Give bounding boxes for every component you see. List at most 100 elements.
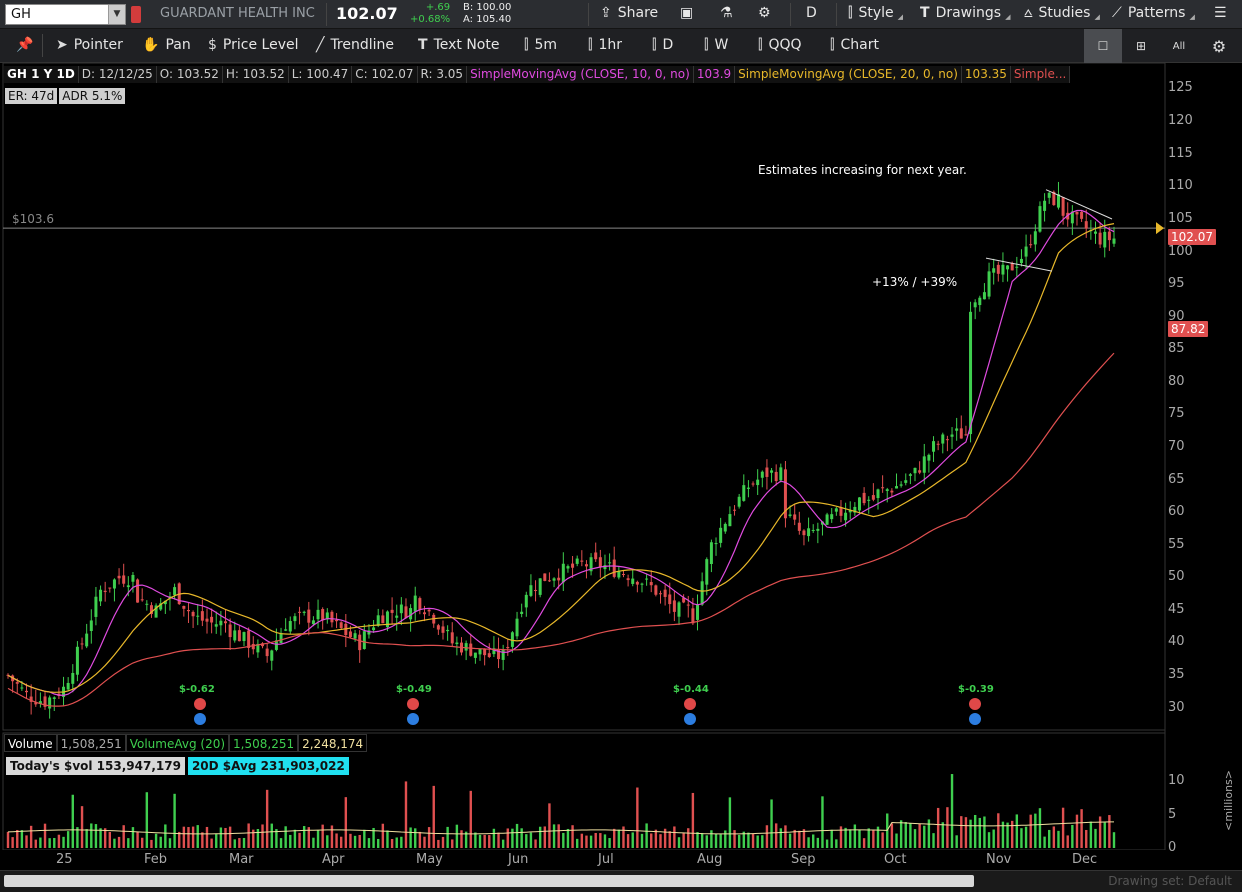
volume-bar <box>358 834 361 848</box>
candle-body <box>756 479 760 486</box>
symbol-input[interactable]: GH ▼ <box>5 4 126 25</box>
candle-body <box>381 615 385 624</box>
volume-bar <box>580 833 584 848</box>
candle-body <box>1029 244 1033 246</box>
candle-body <box>330 611 334 623</box>
pointer-tool[interactable]: ➤ Pointer <box>56 37 123 53</box>
flask-button[interactable]: ⚗ <box>720 5 733 21</box>
earnings-event-icon[interactable] <box>969 698 981 710</box>
candle-body <box>99 589 103 602</box>
price-tick-label: 35 <box>1168 667 1185 682</box>
price-tick-label: 30 <box>1168 700 1185 715</box>
trendline-tool[interactable]: ╱ Trendline <box>316 37 395 53</box>
price-tick-label: 90 <box>1168 309 1185 324</box>
candle-body <box>881 487 885 489</box>
volume-avg-line <box>7 821 1114 835</box>
volume-bar <box>1015 814 1019 848</box>
volume-bar <box>613 828 616 848</box>
drawings-button[interactable]: T Drawings ◢ <box>920 5 1011 21</box>
gear-icon: ⚙ <box>758 5 771 21</box>
pin-button[interactable]: 📌 <box>16 37 33 53</box>
text-note-tool[interactable]: T Text Note <box>418 37 500 53</box>
all-layout-button[interactable]: All <box>1172 40 1186 52</box>
earnings-event-icon[interactable] <box>684 698 696 710</box>
grid-layout-button[interactable]: ⊞ <box>1122 29 1160 63</box>
avg-dollar-volume: 20D $Avg 231,903,022 <box>187 757 349 775</box>
company-name: GUARDANT HEALTH INC <box>160 6 315 21</box>
sma20-value: 103.35 <box>961 66 1011 83</box>
volume-bar <box>178 831 181 848</box>
chart-settings-button[interactable]: ⚙ <box>1200 29 1238 63</box>
text-icon: T <box>418 37 428 53</box>
dividend-event-icon[interactable] <box>194 713 206 725</box>
candle-body <box>816 528 820 531</box>
time-scrollbar[interactable] <box>4 875 974 887</box>
time-tick-label: 25 <box>56 852 73 867</box>
trendline-drawing <box>1045 189 1113 220</box>
dividend-event-icon[interactable] <box>684 713 696 725</box>
volume-bar <box>867 828 870 848</box>
candle-body <box>200 611 204 621</box>
volume-bar <box>747 832 750 848</box>
share-button[interactable]: ⇪ Share <box>600 5 659 21</box>
candle-body <box>367 630 371 635</box>
preset-d[interactable]: ⫿ D <box>652 37 674 53</box>
text-note-growth[interactable]: +13% / +39% <box>872 275 958 289</box>
candle-body <box>797 522 801 531</box>
dividend-event-icon[interactable] <box>969 713 981 725</box>
style-button[interactable]: ⫿ Style ◢ <box>848 5 904 21</box>
pan-tool[interactable]: ✋ Pan <box>142 37 191 53</box>
preset-w[interactable]: ⫿ W <box>704 37 729 53</box>
price-chart[interactable] <box>0 63 1242 850</box>
preset-1hr[interactable]: ⫿ 1hr <box>588 37 623 53</box>
volume-bar <box>409 827 412 848</box>
volume-avg-value: 1,508,251 <box>229 734 299 752</box>
dividend-event-icon[interactable] <box>407 713 419 725</box>
volume-bar <box>1057 830 1060 848</box>
preset-qqq[interactable]: ⫿ QQQ <box>758 37 802 53</box>
candle-body <box>621 574 625 576</box>
pointer-icon: ➤ <box>56 37 68 53</box>
trendline-icon: ╱ <box>316 37 325 53</box>
candle-body <box>746 487 750 489</box>
menu-button[interactable]: ☰ <box>1214 5 1227 21</box>
earnings-event-icon[interactable] <box>194 698 206 710</box>
candle-body <box>233 630 237 641</box>
volume-bar <box>228 826 232 848</box>
candle-body <box>580 560 584 562</box>
volume-bar <box>636 787 639 848</box>
drawing-set-label[interactable]: Drawing set: Default <box>1108 874 1232 888</box>
candle-body <box>325 612 329 620</box>
volume-bar <box>682 832 685 848</box>
candle-body <box>376 615 380 626</box>
volume-bar <box>437 839 440 848</box>
volume-bar <box>404 781 408 848</box>
candle-body <box>672 600 676 612</box>
link-icon[interactable] <box>131 6 141 23</box>
candle-body <box>497 649 501 660</box>
candle-body <box>163 600 167 605</box>
volume-bar <box>964 817 968 848</box>
time-tick-label: Jul <box>598 852 614 867</box>
volume-bar <box>488 835 491 848</box>
candle-body <box>385 611 389 628</box>
volume-bar <box>719 834 722 848</box>
snapshot-button[interactable]: ▣ <box>680 5 693 21</box>
time-tick-label: Nov <box>986 852 1012 867</box>
price-level-tool[interactable]: $ Price Level <box>208 37 299 53</box>
text-note-estimates[interactable]: Estimates increasing for next year. <box>758 163 967 177</box>
volume-bar <box>631 832 634 848</box>
layout-single-button[interactable] <box>1084 29 1122 63</box>
settings-button[interactable]: ⚙ <box>758 5 771 21</box>
symbol-dropdown-icon[interactable]: ▼ <box>108 5 125 24</box>
eps-label: $-0.39 <box>958 684 994 695</box>
volume-bar <box>1094 828 1097 848</box>
preset-5m[interactable]: ⫿ 5m <box>524 37 558 53</box>
volume-bar <box>1066 835 1069 848</box>
patterns-button[interactable]: ⟋ Patterns ◢ <box>1112 5 1195 21</box>
preset-chart[interactable]: ⫿ Chart <box>830 37 879 53</box>
timeframe-button[interactable]: D <box>806 5 817 21</box>
earnings-event-icon[interactable] <box>407 698 419 710</box>
studies-button[interactable]: ⩟ Studies ◢ <box>1024 5 1100 21</box>
volume-bar <box>94 824 98 848</box>
